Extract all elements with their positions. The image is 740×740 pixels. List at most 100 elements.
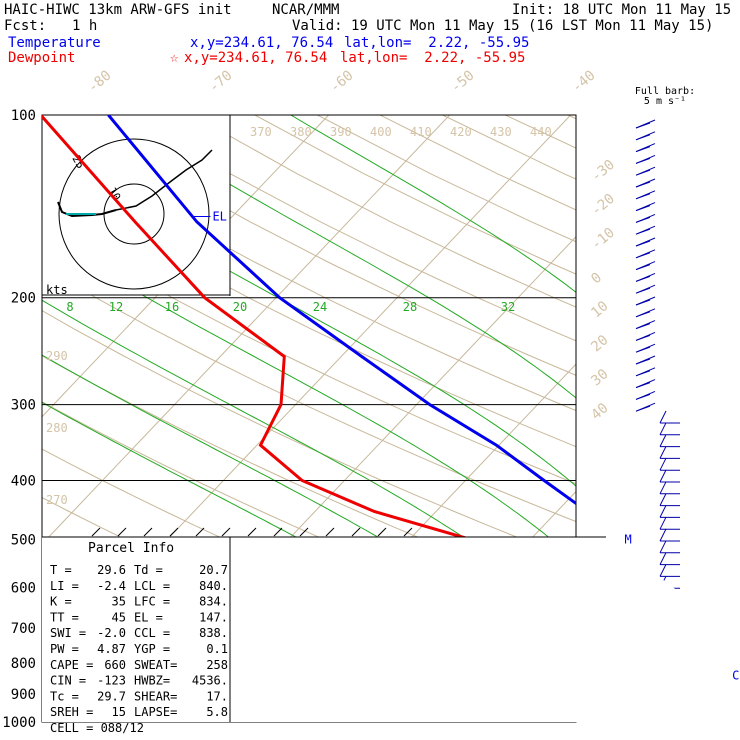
wind-barb-feather (659, 552, 667, 565)
dry-adiabat-label: 440 (530, 125, 552, 139)
isotherm-label: -70 (206, 68, 236, 97)
temperature-profile (107, 115, 576, 506)
parcel-stat-label: CIN = (50, 674, 86, 688)
dry-adiabat-line (42, 266, 576, 523)
wind-barb-feather (635, 382, 651, 389)
tropopause-hatch (273, 527, 283, 537)
wind-barb-feather (635, 358, 651, 365)
dry-adiabat-line (42, 310, 576, 561)
wind-barb-feather (635, 346, 651, 353)
dewpoint-latlon: lat,lon= 2.22, -55.95 (340, 50, 526, 66)
wind-barb-feather (659, 422, 667, 436)
wind-barb-feather (659, 505, 667, 518)
tropopause-hatch (299, 527, 309, 537)
tropopause-hatch (403, 527, 413, 537)
dry-adiabat-line (42, 180, 576, 448)
pressure-tick-label: 100 (11, 108, 36, 124)
isotherm-label: -30 (588, 157, 618, 186)
parcel-stat-value: 838. (199, 626, 228, 640)
wind-barb-feather (635, 393, 651, 400)
isotherm-label: -40 (569, 68, 599, 97)
hodograph-ring-label-outer: 25 (69, 153, 87, 171)
dry-adiabat-label: 290 (46, 349, 68, 363)
isotherm-label: 20 (588, 332, 611, 355)
moist-adiabat-label: 20 (233, 300, 247, 314)
hodograph-frame (41, 114, 231, 296)
parcel-stat-value: 840. (199, 579, 228, 593)
wind-barb-feather (635, 240, 651, 247)
temperature-legend: Temperature (8, 35, 101, 51)
parcel-stat-label: SWI = (50, 626, 86, 640)
dry-adiabat-label: 380 (290, 125, 312, 139)
isotherm-label: -20 (588, 191, 618, 220)
pressure-tick-label: 500 (11, 532, 36, 548)
parcel-stat-value: 660 (104, 658, 126, 672)
barb-legend-units: 5 m s⁻¹ (644, 96, 686, 107)
parcel-stat-label: PW = (50, 642, 79, 656)
isotherm-label: -50 (448, 68, 478, 97)
hodograph-units: kts (46, 283, 68, 297)
wind-barb-feather (659, 457, 667, 471)
moist-adiabat-label: 28 (403, 300, 417, 314)
wind-barb-feather (659, 410, 667, 424)
isotherm-label: 30 (588, 366, 611, 389)
isotherm-label: -60 (327, 68, 357, 97)
moist-adiabat-label: 16 (165, 300, 179, 314)
tropopause-hatch (325, 527, 335, 537)
parcel-stat-label: T = (50, 563, 72, 577)
parcel-stat-label: LAPSE= (134, 705, 177, 719)
dry-adiabat-label: 390 (330, 125, 352, 139)
moist-adiabat-label: 24 (313, 300, 327, 314)
parcel-stat-label: K = (50, 595, 72, 609)
moist-adiabat-line (42, 235, 576, 561)
parcel-stat-label: LI = (50, 579, 79, 593)
hodograph-ring-outer (58, 138, 210, 290)
wind-barb-feather (635, 228, 651, 235)
wind-barb-feather (635, 287, 651, 294)
tropopause-hatch (91, 527, 101, 537)
wind-barb-feather (659, 469, 667, 483)
parcel-stat-label: LFC = (134, 595, 170, 609)
parcel-stat-value: 4.87 (97, 642, 126, 656)
wind-barb-feather (635, 311, 651, 318)
dry-adiabat-line (42, 222, 576, 485)
valid-time: Valid: 19 UTC Mon 11 May 15 (16 LST Mon … (292, 18, 714, 34)
wind-barb-feather (635, 205, 651, 212)
parcel-stat-label: EL = (134, 610, 163, 624)
pressure-tick-label: 800 (11, 656, 36, 672)
isotherm-label: -80 (85, 68, 115, 97)
dry-adiabat-label: 370 (250, 125, 272, 139)
parcel-stat-label: TT = (50, 610, 79, 624)
hodograph-trace-upper (115, 149, 213, 211)
parcel-stat-value: 20.7 (199, 563, 228, 577)
wind-barb-feather (659, 528, 667, 542)
parcel-stat-value: 147. (199, 610, 228, 624)
wind-barb-feather (659, 493, 667, 506)
wind-barb-feather (635, 157, 651, 164)
forecast-label: Fcst: (4, 18, 47, 34)
wind-barb-feather (659, 564, 667, 577)
parcel-stat-value: 29.6 (97, 563, 126, 577)
init-time: Init: 18 UTC Mon 11 May 15 (512, 2, 732, 18)
parcel-cell: CELL = 088/12 (50, 721, 144, 735)
dewpoint-legend: Dewpoint (8, 50, 76, 66)
wind-barb-feather (635, 122, 651, 129)
wind-barb-feather (635, 323, 651, 330)
isotherm-line (42, 115, 451, 545)
hodograph-ring-label-inner: 10 (105, 185, 123, 203)
pressure-tick-label: 700 (11, 621, 36, 637)
wind-barb-feather (635, 216, 651, 223)
wind-barb-feather (635, 370, 651, 377)
wind-barb-feather (635, 299, 651, 306)
parcel-stat-label: SWEAT= (134, 658, 177, 672)
pressure-tick-label: 1000 (2, 715, 36, 731)
isotherm-label: 10 (588, 298, 611, 321)
wind-barb-feather (635, 181, 651, 188)
level-markers: ELLCLLFCCCLM (192, 210, 740, 682)
level-marker-m: M (625, 532, 632, 546)
tropopause-hatch (143, 527, 153, 537)
wind-barb-feather (635, 275, 651, 282)
parcel-stat-value: 834. (199, 595, 228, 609)
wind-barb-feather (635, 134, 651, 141)
